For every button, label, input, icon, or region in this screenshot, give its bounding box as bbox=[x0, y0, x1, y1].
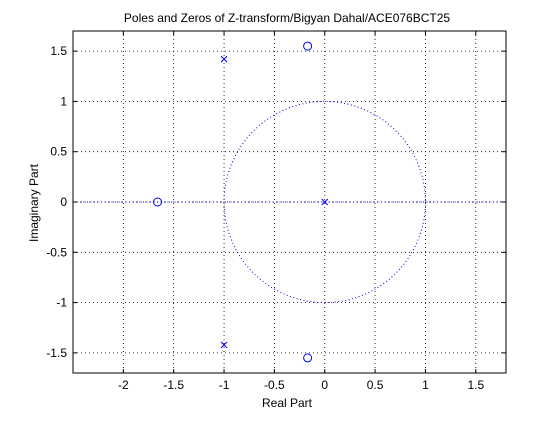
y-axis-label: Imaginary Part bbox=[27, 163, 41, 242]
pole-marker bbox=[321, 198, 329, 206]
chart-title: Poles and Zeros of Z-transform/Bigyan Da… bbox=[124, 11, 450, 25]
x-tick-label: -1.5 bbox=[163, 378, 184, 392]
x-axis-label: Real Part bbox=[262, 396, 313, 410]
x-tick-label: 1 bbox=[422, 378, 429, 392]
pole-marker bbox=[220, 55, 228, 63]
axes: -2 -1.5 -1 -0.5 0 0.5 1 1.5 -1.5 -1 -0.5 0 0.5 1 1.5 bbox=[46, 30, 507, 392]
y-tick-label: 0 bbox=[60, 195, 67, 209]
x-tick-label: -2 bbox=[118, 378, 129, 392]
zero-marker bbox=[303, 353, 313, 363]
grid bbox=[73, 31, 506, 373]
y-tick-label: -0.5 bbox=[46, 245, 67, 259]
zero-marker bbox=[153, 197, 163, 207]
y-tick-label: 1 bbox=[60, 94, 67, 108]
y-tick-label: 1.5 bbox=[50, 44, 67, 58]
x-tick-label: -1 bbox=[219, 378, 230, 392]
y-tick-label: 0.5 bbox=[50, 145, 67, 159]
x-tick-label: -0.5 bbox=[264, 378, 285, 392]
x-tick-label: 0 bbox=[321, 378, 328, 392]
x-tick-label: 0.5 bbox=[367, 378, 384, 392]
zero-marker bbox=[303, 41, 313, 51]
x-tick-label: 1.5 bbox=[467, 378, 484, 392]
y-tick-label: -1.5 bbox=[46, 346, 67, 360]
pole-marker bbox=[220, 341, 228, 349]
y-tick-label: -1 bbox=[56, 296, 67, 310]
plot-marks bbox=[153, 41, 329, 363]
